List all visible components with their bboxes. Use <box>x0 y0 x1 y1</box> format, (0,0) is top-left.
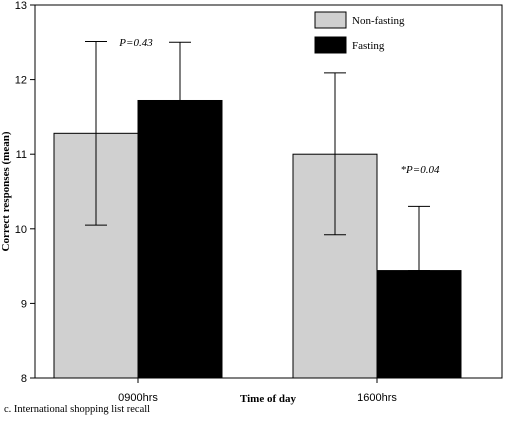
x-tick-label-1600hrs: 1600hrs <box>357 392 397 404</box>
bars-layer <box>53 99 462 379</box>
y-axis: 8 9 10 11 12 13 <box>15 0 35 385</box>
legend-label-Fasting: Fasting <box>352 40 385 52</box>
legend-label-Non-fasting: Non-fasting <box>352 15 405 27</box>
y-axis-label: Correct responses (mean) <box>0 131 12 251</box>
y-tick-label-8: 8 <box>21 373 27 385</box>
x-axis-label: Time of day <box>240 393 297 405</box>
legend-swatch-Fasting <box>314 36 347 54</box>
error-bars-layer <box>85 41 430 272</box>
y-tick-label-11: 11 <box>16 149 27 161</box>
y-tick-label-9: 9 <box>21 298 27 310</box>
plot-frame <box>34 4 503 379</box>
bar-Fasting-0900hrs <box>137 99 223 379</box>
y-tick-label-13: 13 <box>15 0 27 12</box>
annotation-0: P=0.43 <box>118 37 153 49</box>
legend-swatch-Non-fasting <box>314 11 347 29</box>
annotation-1: *P=0.04 <box>401 164 440 176</box>
figure-caption: c. International shopping list recall <box>4 404 151 415</box>
y-tick-label-10: 10 <box>15 224 27 236</box>
x-axis: 0900hrs 1600hrs <box>118 378 397 404</box>
bar-Fasting-1600hrs <box>376 270 462 379</box>
x-tick-label-0900hrs: 0900hrs <box>118 392 158 404</box>
y-tick-label-12: 12 <box>15 75 27 87</box>
annotations-layer: P=0.43 *P=0.04 <box>118 37 440 176</box>
legend: Non-fasting Fasting <box>314 11 405 54</box>
